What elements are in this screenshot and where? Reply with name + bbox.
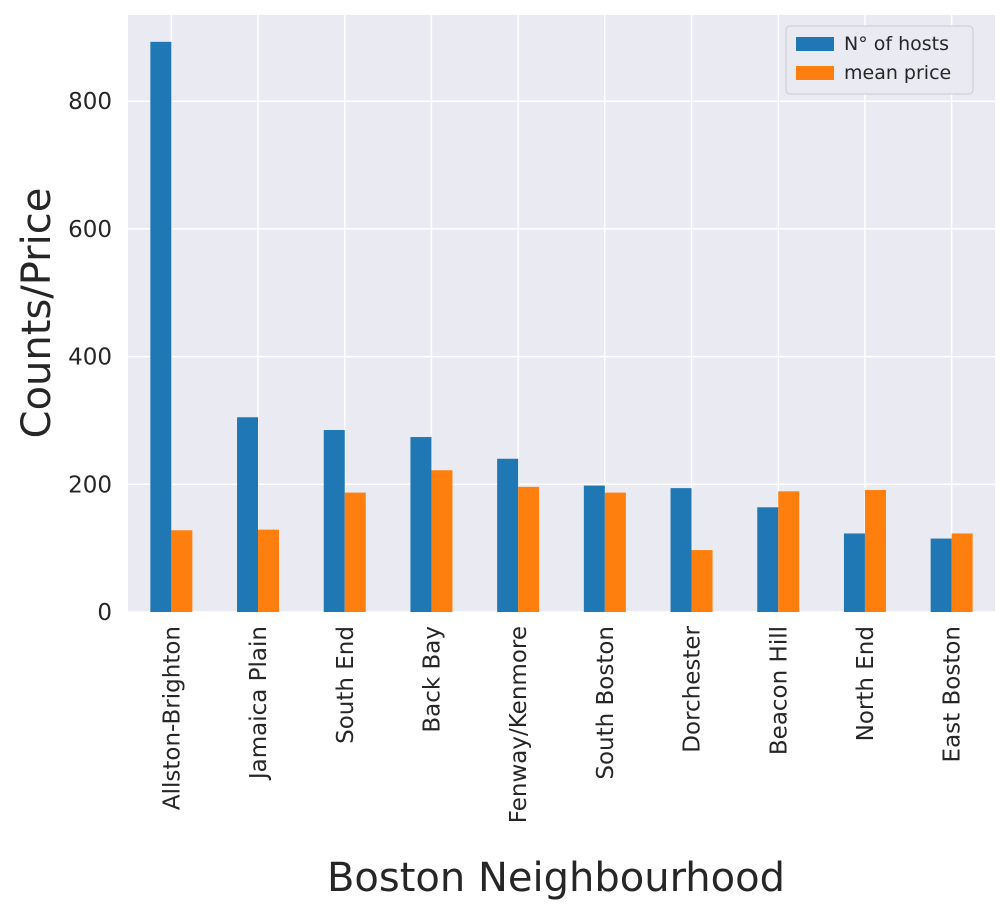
x-tick-label: East Boston — [940, 626, 966, 762]
x-tick-label: North End — [853, 626, 879, 741]
bar-hosts — [323, 430, 345, 612]
bar-hosts — [150, 41, 172, 612]
bar-hosts — [757, 507, 779, 612]
y-axis-ticks: 0 200 400 600 800 — [68, 89, 112, 626]
bar-hosts — [497, 458, 519, 612]
bar-mean-price — [258, 529, 280, 612]
bars — [150, 41, 973, 612]
bar-mean-price — [344, 492, 366, 612]
bar-hosts — [410, 437, 432, 612]
bar-mean-price — [864, 490, 886, 612]
bar-mean-price — [431, 470, 453, 612]
bar-mean-price — [691, 550, 713, 612]
y-tick-label: 400 — [68, 345, 112, 371]
legend-label: N° of hosts — [844, 33, 949, 55]
x-tick-label: South End — [333, 626, 359, 744]
bar-hosts — [583, 485, 605, 612]
bar-hosts — [843, 533, 865, 612]
y-tick-label: 800 — [68, 89, 112, 115]
y-tick-label: 200 — [68, 472, 112, 498]
x-axis-title: Boston Neighbourhood — [327, 855, 785, 901]
bar-hosts — [670, 488, 692, 612]
bar-mean-price — [604, 492, 626, 612]
legend-swatch — [796, 66, 834, 80]
x-tick-label: Back Bay — [419, 626, 445, 733]
plot-background — [128, 15, 995, 612]
x-axis-ticks: Allston-Brighton Jamaica Plain South End Ba… — [159, 625, 965, 823]
bar-mean-price — [951, 533, 973, 612]
legend-swatch — [796, 37, 834, 51]
x-tick-label: South Boston — [593, 626, 619, 780]
x-tick-label: Beacon Hill — [766, 626, 792, 755]
bar-hosts — [237, 417, 259, 612]
legend: N° of hosts mean price — [785, 25, 974, 95]
bar-mean-price — [518, 486, 540, 612]
bar-mean-price — [171, 530, 193, 612]
legend-label: mean price — [844, 62, 951, 84]
x-tick-label: Allston-Brighton — [159, 626, 185, 810]
bar-hosts — [930, 538, 952, 612]
x-tick-label: Fenway/Kenmore — [506, 626, 532, 823]
y-axis-title: Counts/Price — [14, 188, 60, 439]
x-tick-label: Jamaica Plain — [246, 626, 272, 781]
y-tick-label: 0 — [97, 600, 112, 626]
x-tick-label: Dorchester — [680, 625, 706, 752]
y-tick-label: 600 — [68, 217, 112, 243]
bar-mean-price — [778, 491, 800, 612]
